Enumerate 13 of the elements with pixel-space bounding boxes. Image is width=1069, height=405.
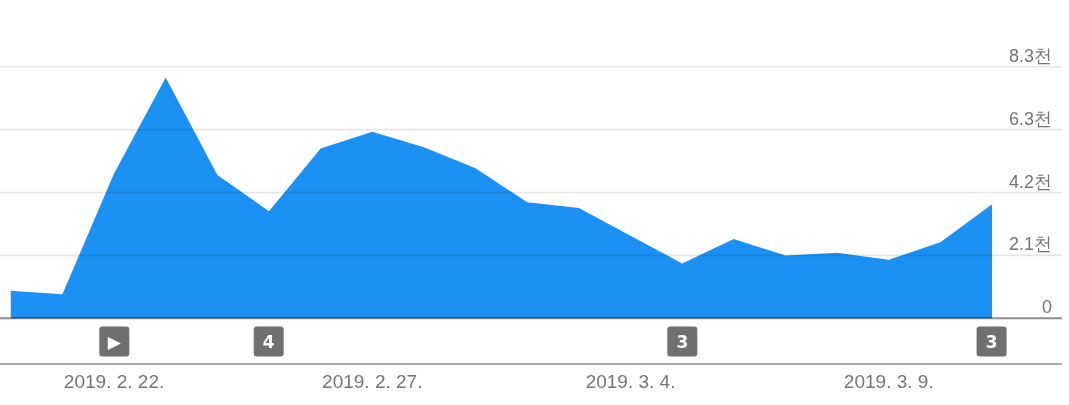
x-tick-label: 2019. 2. 22. [63,371,165,392]
x-tick-label: 2019. 2. 27. [322,371,423,392]
text: 3 [676,332,689,352]
y-tick-label: 2.1천 [1008,234,1052,255]
y-tick-label: 4.2천 [1008,171,1052,192]
text: 4 [262,332,275,352]
x-tick-label: 2019. 3. 4. [585,371,676,392]
y-tick-label: 8.3천 [1008,45,1052,66]
text: 3 [985,332,998,352]
text: ▶ [107,332,122,352]
y-tick-label: 6.3천 [1008,108,1052,129]
y-tick-label: 0 [1041,297,1052,318]
x-tick-label: 2019. 3. 9. [843,371,934,392]
